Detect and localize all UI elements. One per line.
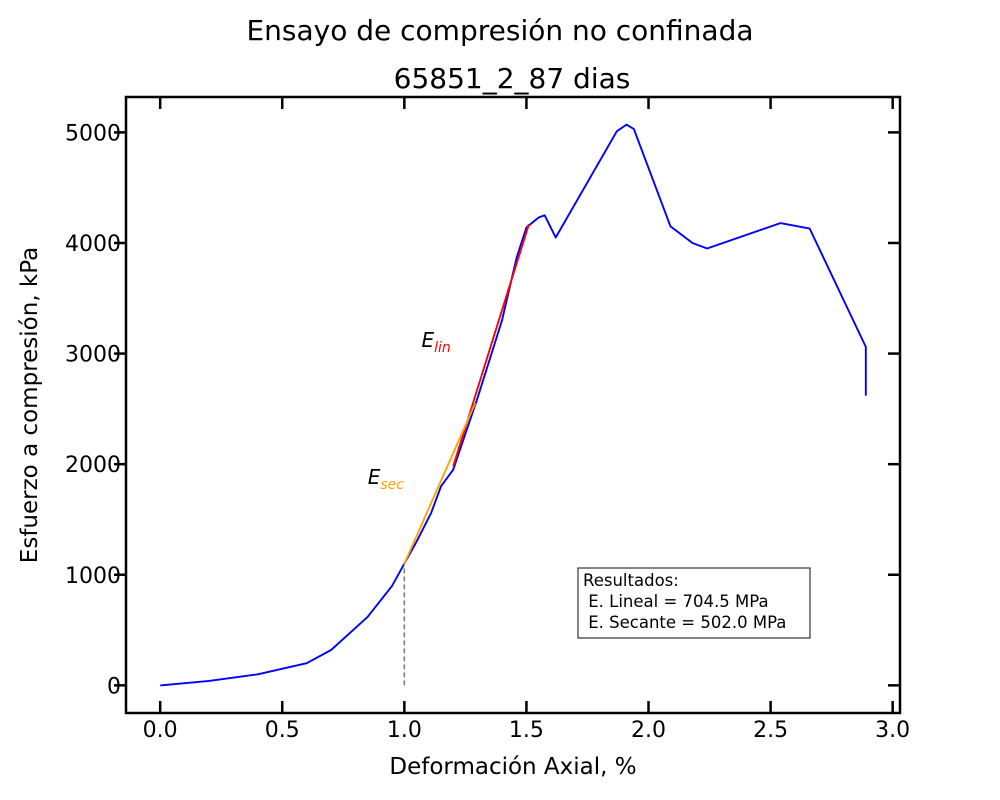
results-box-frame [577, 567, 811, 639]
x-tick-label: 0.0 [143, 718, 178, 743]
chart-subtitle: 65851_2_87 dias [394, 62, 631, 95]
results-secante: E. Secante = 502.0 MPa [583, 613, 786, 632]
x-tick-label: 1.5 [509, 718, 544, 743]
series-layer [160, 123, 867, 687]
y-tick-label: 1000 [65, 564, 121, 589]
tick-layer: 0.0 0.5 1.0 1.5 2.0 2.5 3.0 0 1000 2000 3000 4000 50… [65, 97, 910, 743]
x-axis-label: Deformación Axial, % [389, 754, 636, 780]
y-tick-label: 4000 [65, 232, 121, 257]
x-tick-label: 2.5 [753, 718, 788, 743]
annotation-e-sec: Esec [368, 465, 405, 493]
x-tick-label: 0.5 [265, 718, 300, 743]
y-tick-label: 5000 [65, 121, 121, 146]
results-lineal: E. Lineal = 704.5 MPa [583, 592, 769, 611]
y-tick-label: 3000 [65, 343, 121, 368]
stress-strain-curve [160, 123, 867, 687]
chart-title: Ensayo de compresión no confinada [246, 14, 753, 47]
annotation-layer: Elin Esec [368, 328, 451, 493]
results-heading: Resultados: [583, 571, 679, 590]
y-axis-label: Esfuerzo a compresión, kPa [17, 247, 43, 563]
y-tick-label: 2000 [65, 453, 121, 478]
results-box: Resultados: E. Lineal = 704.5 MPa E. Sec… [577, 567, 811, 639]
x-tick-label: 1.0 [387, 718, 422, 743]
x-tick-label: 2.0 [631, 718, 666, 743]
e-lin-line [452, 223, 530, 467]
e-sec-line [403, 402, 477, 565]
y-tick-label: 0 [107, 674, 121, 699]
annotation-e-lin: Elin [421, 328, 450, 356]
x-tick-label: 3.0 [875, 718, 910, 743]
plot-frame [124, 95, 902, 715]
